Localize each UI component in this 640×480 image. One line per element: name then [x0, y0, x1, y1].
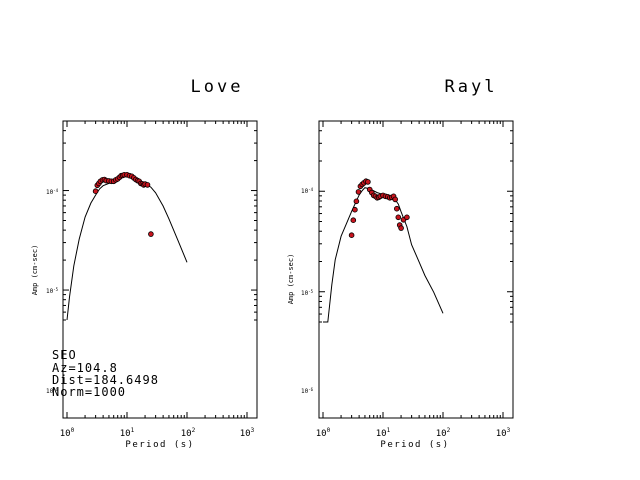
- love-data-point: [148, 231, 154, 237]
- rayl-y-tick-labels: 10-4 10-5 10-6: [301, 187, 314, 395]
- rayl-data-point: [350, 217, 357, 224]
- rayl-x-tick-label: 102: [436, 427, 451, 439]
- rayl-data-point: [353, 198, 360, 205]
- rayl-y-ticks: [319, 120, 513, 323]
- rayl-panel: Rayl Period (s) Amp (cm-sec) 100 101 102…: [287, 77, 514, 450]
- station-code: SEO: [52, 348, 77, 362]
- love-y-tick-labels: 10-4 10-5 10-6: [46, 188, 59, 395]
- love-x-tick-labels: 100 101 102 103: [60, 427, 255, 439]
- rayl-data-point: [355, 189, 362, 195]
- love-panel: Love Period (s) Amp (cm-sec) 100 101 102…: [31, 77, 258, 450]
- rayl-data-point: [393, 205, 400, 212]
- love-y-tick-label: 10-5: [46, 287, 59, 295]
- love-marks: [66, 172, 188, 321]
- rayl-model-curve: [323, 187, 444, 323]
- rayl-y-tick-label: 10-4: [301, 187, 314, 195]
- love-y-axis-label: Amp (cm-sec): [31, 245, 39, 296]
- love-title: Love: [191, 77, 244, 97]
- rayl-plot-frame: [318, 120, 514, 419]
- rayl-y-axis-label: Amp (cm-sec): [287, 254, 295, 305]
- rayl-data-point: [348, 232, 355, 239]
- distance-label: Dist=184.6498: [52, 373, 159, 387]
- rayl-y-tick-label: 10-5: [301, 289, 314, 297]
- love-x-tick-label: 102: [181, 427, 196, 439]
- love-plot-frame: [62, 120, 258, 419]
- rayl-x-tick-labels: 100 101 102 103: [316, 427, 511, 439]
- rayl-data-point: [404, 214, 410, 221]
- love-model-curve: [66, 174, 188, 321]
- rayl-y-tick-label: 10-6: [301, 387, 314, 395]
- love-y-tick-label: 10-4: [46, 188, 59, 196]
- rayl-data-point: [398, 225, 404, 231]
- love-y-tick-label: 10-6: [46, 387, 59, 395]
- rayl-data-point: [365, 179, 371, 185]
- love-data-point: [144, 182, 151, 188]
- rayl-data-point: [352, 206, 358, 213]
- rayl-x-tick-label: 103: [496, 427, 511, 439]
- love-x-axis-label: Period (s): [125, 440, 194, 450]
- rayl-data-point: [392, 196, 399, 203]
- azimuth-label: Az=104.8: [52, 361, 118, 375]
- rayl-x-tick-label: 101: [376, 427, 391, 439]
- rayl-marks: [323, 178, 444, 323]
- norm-label: Norm=1000: [52, 385, 126, 399]
- rayl-title: Rayl: [445, 77, 498, 97]
- love-y-ticks: [63, 120, 257, 321]
- love-x-tick-label: 103: [240, 427, 255, 439]
- rayl-x-ticks: [322, 121, 504, 418]
- rayl-x-tick-label: 100: [316, 427, 331, 439]
- love-x-tick-label: 101: [120, 427, 135, 439]
- rayl-x-axis-label: Period (s): [380, 440, 449, 450]
- love-x-ticks: [66, 121, 248, 418]
- rayl-data-point: [395, 214, 402, 221]
- love-x-tick-label: 100: [60, 427, 75, 439]
- love-data-point: [92, 188, 99, 195]
- love-station-info: SEO Az=104.8 Dist=184.6498 Norm=1000: [52, 348, 159, 399]
